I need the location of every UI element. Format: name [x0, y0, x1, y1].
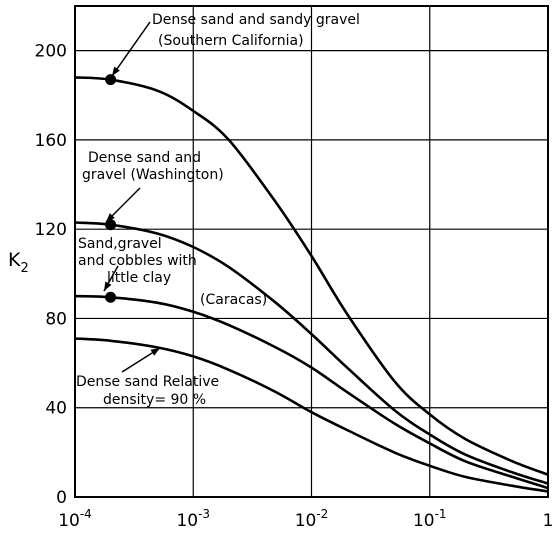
x-tick-exponent: -2 [316, 507, 328, 521]
series-annotation-4: density= 90 % [103, 392, 206, 408]
x-tick-exponent: -3 [198, 507, 210, 521]
x-tick-label: 10-3 [176, 507, 210, 531]
series-annotation-1: (Southern California) [158, 33, 304, 49]
y-tick-label: 120 [35, 220, 67, 240]
y-tick-label: 160 [35, 131, 67, 151]
series-annotation-4: Dense sand Relative [76, 374, 219, 390]
y-axis-label-sub: 2 [20, 261, 28, 276]
series-line-2 [74, 221, 549, 485]
annotation-arrowhead-1 [112, 66, 120, 76]
x-tick-exponent: -4 [80, 507, 92, 521]
x-tick-base: 10 [295, 511, 317, 531]
series-line-1 [74, 76, 549, 476]
series-annotation-2: Dense sand and [88, 150, 201, 166]
x-tick-base: 10 [58, 511, 80, 531]
y-tick-label: 0 [56, 488, 67, 508]
series-line-3 [74, 294, 549, 490]
y-axis-label: K2 [8, 249, 29, 276]
annotation-arrowhead-3 [104, 281, 112, 291]
x-tick-label: 10-1 [413, 507, 447, 531]
series-marker-3 [105, 291, 117, 303]
y-tick-label: 40 [45, 399, 67, 419]
x-tick-base: 1 [543, 511, 553, 531]
series-marker-1 [105, 74, 117, 86]
series-annotation-2: gravel (Washington) [82, 167, 224, 183]
annotations-layer: Dense sand and sandy gravel (Southern Cal… [76, 12, 360, 408]
series-line-4 [74, 337, 549, 493]
curves-layer [74, 74, 549, 493]
series-marker-2 [105, 219, 117, 231]
annotation-leader-1 [111, 21, 151, 77]
y-tick-label: 200 [35, 42, 67, 62]
x-tick-exponent: -1 [435, 507, 447, 521]
series-annotation-1: Dense sand and sandy gravel [152, 12, 360, 28]
y-tick-label: 80 [45, 309, 67, 329]
annotation-arrowhead-4 [150, 348, 160, 356]
annotation-arrowhead-2 [106, 213, 115, 222]
x-tick-label: 10-4 [58, 507, 92, 531]
x-tick-label: 1 [543, 511, 553, 531]
x-tick-base: 10 [176, 511, 198, 531]
x-tick-label: 10-2 [295, 507, 329, 531]
y-axis-label-main: K [8, 249, 21, 271]
series-annotation-3: (Caracas) [200, 292, 267, 308]
series-annotation-3: and cobbles with [78, 253, 197, 269]
x-tick-base: 10 [413, 511, 435, 531]
series-annotation-3: Sand,gravel [78, 236, 162, 252]
series-annotation-3: little clay [107, 270, 171, 286]
